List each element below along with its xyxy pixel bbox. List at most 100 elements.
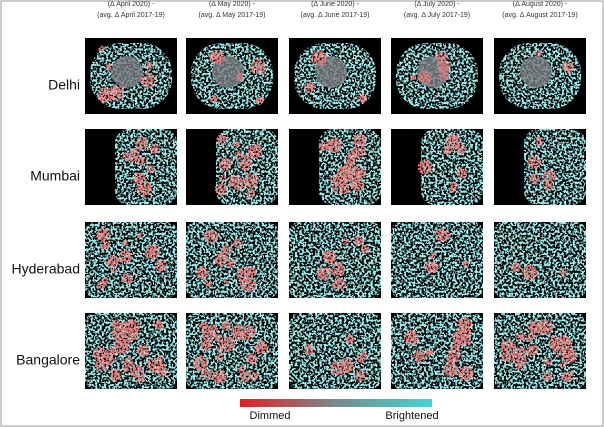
- dimmed-patch: [196, 266, 209, 279]
- dimmed-patch: [418, 159, 433, 174]
- dimmed-patch: [462, 260, 469, 267]
- dimmed-patch: [240, 281, 247, 288]
- map-layer: [289, 222, 381, 298]
- dimmed-patch: [250, 59, 266, 75]
- dimmed-patch: [216, 347, 225, 356]
- dimmed-patch: [456, 167, 467, 178]
- column-header: (avg. Δ July 2017-19): [404, 12, 470, 19]
- map-image: [85, 222, 177, 298]
- figure: Dimmed Brightened (Δ April 2020) -(avg. …: [0, 0, 604, 427]
- map-image: [494, 129, 586, 205]
- row-label: Mumbai: [30, 168, 80, 184]
- column-header: (Δ April 2020) -: [108, 1, 155, 8]
- dimmed-patch: [543, 357, 552, 366]
- map-layer: [85, 222, 177, 298]
- dimmed-patch: [348, 152, 357, 161]
- map-image: [391, 38, 483, 114]
- dimmed-patch: [146, 165, 155, 174]
- row-label: Bangalore: [16, 352, 80, 368]
- dimmed-patch: [105, 64, 111, 70]
- map-layer: [115, 129, 177, 205]
- dimmed-patch: [227, 262, 233, 268]
- column-header: (avg. Δ May 2017-19): [199, 12, 266, 19]
- dimmed-patch: [360, 350, 368, 358]
- dimmed-patch: [330, 262, 345, 277]
- map-layer: [191, 43, 273, 109]
- dimmed-patch: [332, 278, 346, 292]
- dimmed-patch: [246, 189, 255, 198]
- map-image: [186, 129, 278, 205]
- map-layer: [215, 129, 278, 205]
- dimmed-patch: [210, 50, 225, 65]
- dimmed-patch: [354, 369, 366, 381]
- dimmed-patch: [404, 330, 419, 345]
- dimmed-patch: [220, 175, 226, 181]
- column-header: (Δ July 2020) -: [414, 1, 460, 8]
- dimmed-patch: [205, 280, 212, 287]
- dimmed-patch: [457, 322, 470, 335]
- legend-low: Dimmed: [250, 410, 291, 422]
- dimmed-patch: [240, 325, 255, 340]
- dimmed-patch: [153, 320, 163, 330]
- map-image: [494, 313, 586, 389]
- map-layer: [499, 43, 581, 109]
- dimmed-patch: [516, 347, 527, 358]
- dimmed-patch: [255, 96, 264, 105]
- dimmed-patch: [96, 227, 110, 241]
- map-image: [494, 38, 586, 114]
- dimmed-patch: [500, 340, 516, 356]
- map-layer: [294, 43, 376, 109]
- map-layer: [418, 129, 483, 205]
- dimmed-patch: [232, 239, 242, 249]
- dimmed-patch: [353, 134, 367, 148]
- core: [520, 56, 552, 88]
- dimmed-patch: [516, 332, 525, 341]
- dimmed-patch: [219, 158, 232, 171]
- dimmed-patch: [135, 137, 148, 150]
- map-image: [289, 129, 381, 205]
- dimmed-patch: [108, 84, 124, 100]
- dimmed-patch: [534, 137, 544, 147]
- dimmed-patch: [120, 321, 134, 335]
- dimmed-patch: [246, 353, 257, 364]
- dimmed-patch: [526, 333, 535, 342]
- map-layer: [318, 129, 381, 205]
- map-layer: [494, 222, 586, 298]
- dimmed-patch: [236, 73, 244, 81]
- dimmed-patch: [345, 335, 355, 345]
- dimmed-patch: [140, 73, 155, 88]
- dimmed-patch: [215, 252, 229, 266]
- map-image: [391, 129, 483, 205]
- dimmed-patch: [209, 324, 218, 333]
- dimmed-patch: [450, 181, 458, 189]
- row-label: Hyderabad: [12, 261, 81, 277]
- dimmed-patch: [137, 233, 143, 239]
- dimmed-patch: [123, 366, 129, 372]
- dimmed-patch: [251, 372, 259, 380]
- dimmed-patch: [119, 250, 132, 263]
- dimmed-patch: [527, 344, 539, 356]
- dimmed-patch: [111, 268, 117, 274]
- dimmed-patch: [445, 134, 461, 150]
- dimmed-patch: [410, 74, 417, 81]
- map-layer: [524, 129, 586, 205]
- dimmed-patch: [322, 250, 336, 264]
- dimmed-patch: [237, 365, 245, 373]
- dimmed-patch: [230, 174, 238, 182]
- dimmed-patch: [111, 320, 121, 330]
- column-header: (Δ June 2020) -: [311, 1, 360, 8]
- map-layer: [396, 43, 478, 109]
- dimmed-patch: [233, 141, 240, 148]
- dimmed-patch: [224, 338, 232, 346]
- dimmed-patch: [557, 335, 572, 350]
- dimmed-patch: [105, 349, 112, 356]
- map-image: [186, 222, 278, 298]
- dimmed-patch: [426, 349, 434, 357]
- dimmed-patch: [256, 341, 267, 352]
- map-layer: [391, 222, 483, 298]
- map-image: [85, 313, 177, 389]
- dimmed-patch: [117, 339, 124, 346]
- dimmed-patch: [212, 369, 226, 383]
- dimmed-patch: [93, 347, 107, 361]
- dimmed-patch: [464, 339, 471, 346]
